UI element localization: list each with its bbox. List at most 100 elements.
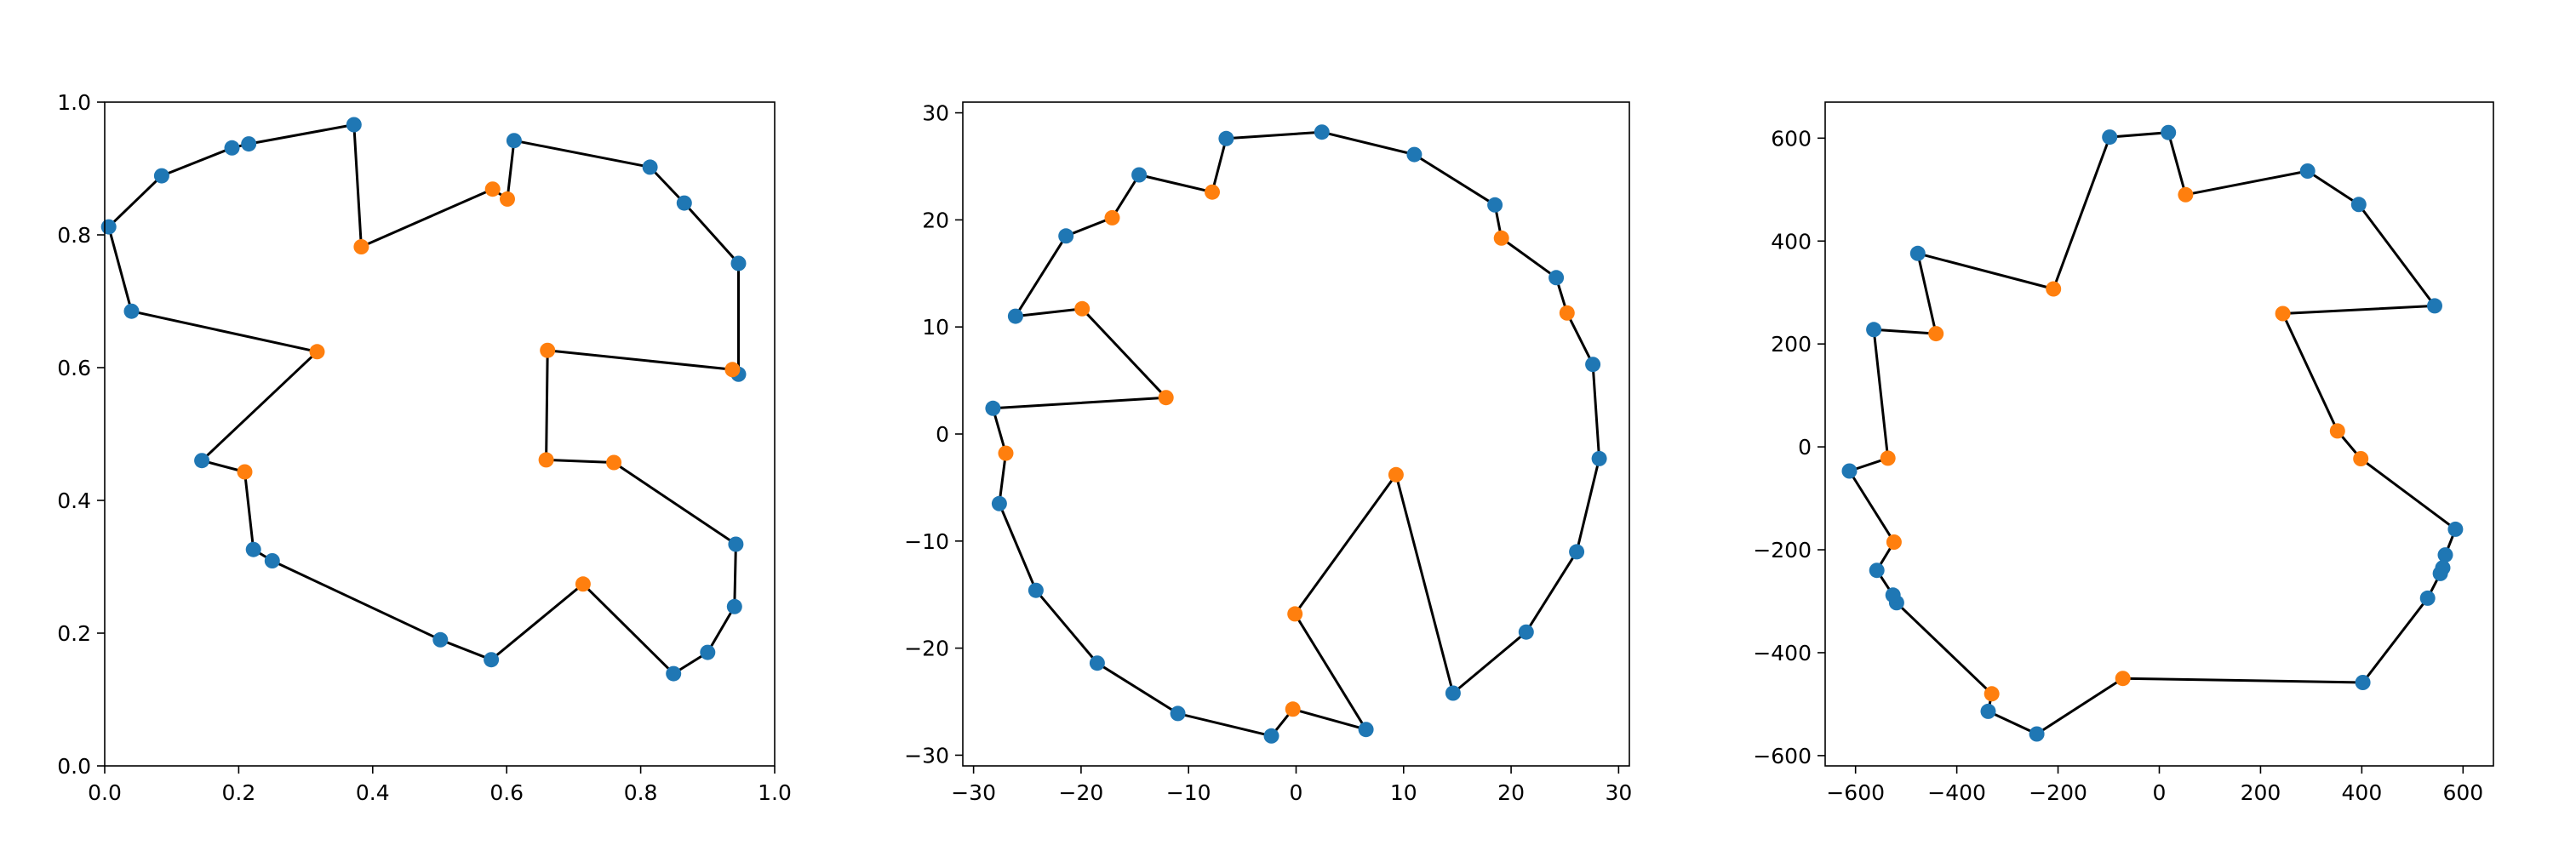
hull-point [224, 140, 240, 156]
hull-point [2299, 163, 2316, 179]
hull-point [2447, 521, 2464, 537]
chart-panel-2: −30 −20 −10 0 10 20 30 −30 −20 −10 0 10 20 30 [904, 101, 1632, 805]
hull-point [1487, 197, 1503, 213]
x-tick-label: 10 [1390, 780, 1417, 805]
interior-point [1104, 209, 1120, 226]
interior-point [1559, 305, 1575, 321]
y-tick-label: 0.4 [57, 488, 91, 513]
chart-panel-1: 0.0 0.2 0.4 0.6 0.8 1.0 0.0 0.2 0.4 0.6 0.8 1.0 [57, 90, 792, 805]
interior-point [2178, 186, 2194, 203]
x-tick-label: 30 [1605, 780, 1632, 805]
hull-point [642, 159, 658, 175]
interior-point [1886, 534, 1902, 550]
interior-point [724, 362, 741, 378]
y-tick-label: −400 [1753, 641, 1812, 665]
interior-point [484, 181, 501, 197]
hull-point [194, 453, 210, 469]
hull-point [1585, 357, 1601, 373]
interior-point [309, 344, 325, 360]
x-tick-label: −400 [1927, 780, 1986, 805]
y-tick-label: −200 [1753, 538, 1812, 563]
hull-point [346, 117, 362, 133]
hull-point [1170, 705, 1186, 722]
hull-point [241, 136, 257, 152]
interior-point [998, 445, 1014, 461]
interior-point [353, 239, 369, 254]
polygon-path [1848, 131, 2457, 735]
x-tick-label: 200 [2241, 780, 2281, 805]
y-tick-label: 30 [922, 101, 949, 126]
hull-point [1131, 167, 1148, 183]
x-tick-label: 0.0 [88, 780, 122, 805]
interior-point [1928, 326, 1944, 342]
axes-frame [104, 101, 776, 767]
hull-point [1569, 544, 1585, 560]
axes-frame [1824, 101, 2494, 767]
interior-point [1285, 701, 1301, 717]
hull-point [2161, 124, 2177, 140]
hull-point [2102, 129, 2118, 146]
x-tick-label: −200 [2029, 780, 2087, 805]
hull-point [2419, 590, 2436, 606]
y-tick-label: −20 [904, 637, 949, 661]
interior-point [500, 191, 515, 207]
hull-point [1866, 322, 1882, 338]
hull-point [991, 495, 1007, 511]
hull-point [2427, 298, 2442, 314]
y-tick-label: −600 [1753, 744, 1812, 768]
hull-point [1591, 450, 1607, 466]
x-tick-label: −30 [951, 780, 996, 805]
hull-point [2437, 547, 2453, 563]
interior-point [2353, 451, 2369, 466]
hull-point [432, 631, 449, 648]
hull-point [700, 644, 716, 660]
x-tick-label: −20 [1059, 780, 1104, 805]
interior-point [1984, 686, 2000, 702]
y-tick-label: 0.0 [57, 754, 91, 779]
hull-point [1406, 146, 1423, 163]
x-tick-label: 600 [2442, 780, 2483, 805]
interior-point [575, 576, 591, 592]
x-tick-label: −600 [1826, 780, 1885, 805]
x-tick-label: 20 [1497, 780, 1525, 805]
y-tick-label: 0 [936, 422, 949, 447]
y-tick-label: 0.6 [57, 356, 91, 380]
interior-point [1287, 606, 1303, 622]
chart-panel-3: −600 −400 −200 0 200 400 600 −600 −400 −200 0 200 40… [1753, 101, 2494, 805]
hull-point [1869, 563, 1885, 579]
x-tick-label: 400 [2342, 780, 2383, 805]
interior-point [538, 452, 554, 468]
interior-point [2329, 423, 2345, 439]
hull-point [1218, 130, 1234, 146]
y-tick-label: 10 [922, 315, 949, 340]
interior-point [540, 342, 556, 358]
x-tick-label: −10 [1166, 780, 1211, 805]
interior-point [2115, 671, 2131, 687]
hull-point [1909, 245, 1926, 261]
x-tick-label: 0.6 [489, 780, 524, 805]
hull-point [676, 195, 692, 211]
hull-point [1263, 728, 1279, 744]
hull-point [1089, 655, 1105, 671]
y-tick-label: 0 [1798, 435, 1812, 460]
hull-point [484, 652, 500, 668]
polygon-path [991, 130, 1601, 738]
y-tick-label: 200 [1771, 332, 1812, 357]
hull-point [1358, 722, 1374, 738]
hull-point [123, 303, 140, 319]
x-tick-label: 1.0 [758, 780, 792, 805]
interior-point [1205, 184, 1220, 200]
hull-point [100, 219, 117, 235]
hull-point [726, 598, 742, 614]
hull-point [245, 541, 261, 557]
hull-point [153, 168, 169, 184]
interior-point [2046, 281, 2062, 297]
interior-point [1493, 230, 1509, 246]
hull-point [1445, 685, 1461, 701]
polygon-path [107, 123, 740, 676]
hull-point [264, 553, 280, 568]
x-tick-label: 0.4 [356, 780, 390, 805]
hull-point [1548, 270, 1565, 286]
interior-point [606, 454, 622, 471]
